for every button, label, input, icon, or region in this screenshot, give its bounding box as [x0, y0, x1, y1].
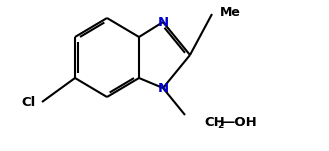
Text: —OH: —OH [221, 116, 257, 129]
Text: N: N [158, 82, 168, 95]
Text: CH: CH [204, 116, 225, 129]
Text: 2: 2 [217, 120, 223, 130]
Text: Me: Me [219, 5, 240, 19]
Text: Cl: Cl [21, 96, 35, 109]
Text: N: N [158, 16, 168, 29]
